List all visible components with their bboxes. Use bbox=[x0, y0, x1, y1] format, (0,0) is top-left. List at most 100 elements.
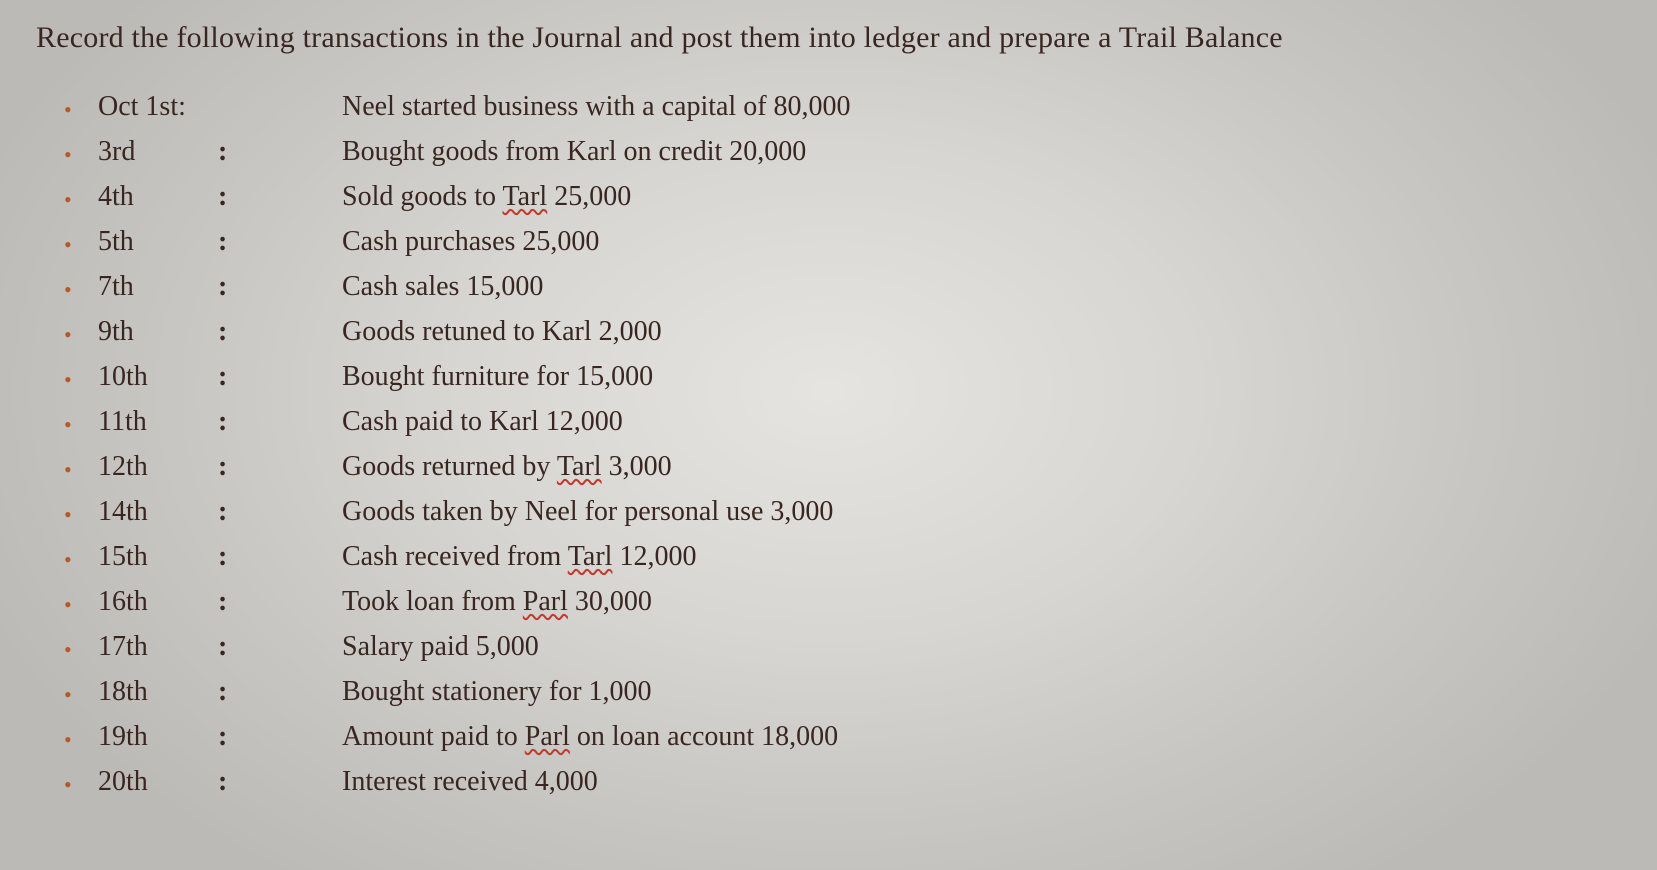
list-item: •Oct 1st: Neel started business with a ca… bbox=[64, 93, 1621, 121]
separator: : bbox=[218, 453, 342, 481]
transaction-date: 11th bbox=[98, 408, 218, 436]
bullet-icon: • bbox=[64, 144, 98, 166]
bullet-icon: • bbox=[64, 594, 98, 616]
list-item: •7th:Cash sales 15,000 bbox=[64, 273, 1621, 301]
transaction-date: 9th bbox=[98, 318, 218, 346]
list-item: •5th:Cash purchases 25,000 bbox=[64, 228, 1621, 256]
transaction-description: Bought furniture for 15,000 bbox=[342, 363, 1621, 391]
transaction-date: 14th bbox=[98, 498, 218, 526]
description-text: 3,000 bbox=[602, 451, 672, 482]
description-text: Cash sales 15,000 bbox=[342, 271, 543, 302]
bullet-icon: • bbox=[64, 639, 98, 661]
spellcheck-word: Parl bbox=[523, 586, 568, 617]
bullet-icon: • bbox=[64, 99, 98, 121]
description-text: Goods retuned to Karl 2,000 bbox=[342, 316, 662, 347]
bullet-icon: • bbox=[64, 774, 98, 796]
transaction-date: Oct 1st: bbox=[98, 93, 218, 121]
separator: : bbox=[218, 723, 342, 751]
description-text: Goods returned by bbox=[342, 451, 557, 482]
list-item: •3rd:Bought goods from Karl on credit 20… bbox=[64, 138, 1621, 166]
separator: : bbox=[218, 228, 342, 256]
bullet-icon: • bbox=[64, 324, 98, 346]
description-text: Cash purchases 25,000 bbox=[342, 226, 599, 257]
transaction-description: Bought stationery for 1,000 bbox=[342, 678, 1621, 706]
transaction-list: •Oct 1st:Neel started business with a ca… bbox=[36, 93, 1621, 796]
transaction-description: Cash sales 15,000 bbox=[342, 273, 1621, 301]
transaction-description: Salary paid 5,000 bbox=[342, 633, 1621, 661]
description-text: 30,000 bbox=[568, 586, 652, 617]
description-text: Amount paid to bbox=[342, 721, 525, 752]
transaction-description: Cash purchases 25,000 bbox=[342, 228, 1621, 256]
separator: : bbox=[218, 498, 342, 526]
list-item: •11th:Cash paid to Karl 12,000 bbox=[64, 408, 1621, 436]
list-item: •18th:Bought stationery for 1,000 bbox=[64, 678, 1621, 706]
page-title: Record the following transactions in the… bbox=[36, 18, 1621, 59]
description-text: Sold goods to bbox=[342, 181, 503, 212]
transaction-date: 20th bbox=[98, 768, 218, 796]
list-item: •9th:Goods retuned to Karl 2,000 bbox=[64, 318, 1621, 346]
transaction-description: Interest received 4,000 bbox=[342, 768, 1621, 796]
description-text: 12,000 bbox=[612, 541, 696, 572]
description-text: Goods taken by Neel for personal use 3,0… bbox=[342, 496, 833, 527]
bullet-icon: • bbox=[64, 234, 98, 256]
bullet-icon: • bbox=[64, 189, 98, 211]
separator: : bbox=[218, 363, 342, 391]
description-text: Bought furniture for 15,000 bbox=[342, 361, 653, 392]
bullet-icon: • bbox=[64, 549, 98, 571]
separator: : bbox=[218, 588, 342, 616]
list-item: •10th:Bought furniture for 15,000 bbox=[64, 363, 1621, 391]
transaction-date: 5th bbox=[98, 228, 218, 256]
separator: : bbox=[218, 678, 342, 706]
list-item: •15th:Cash received from Tarl 12,000 bbox=[64, 543, 1621, 571]
spellcheck-word: Tarl bbox=[503, 181, 548, 212]
transaction-date: 19th bbox=[98, 723, 218, 751]
separator: : bbox=[218, 318, 342, 346]
description-text: Cash paid to Karl 12,000 bbox=[342, 406, 623, 437]
spellcheck-word: Tarl bbox=[568, 541, 613, 572]
transaction-description: Goods returned by Tarl 3,000 bbox=[342, 453, 1621, 481]
list-item: •19th:Amount paid to Parl on loan accoun… bbox=[64, 723, 1621, 751]
description-text: Salary paid 5,000 bbox=[342, 631, 539, 662]
bullet-icon: • bbox=[64, 369, 98, 391]
transaction-date: 3rd bbox=[98, 138, 218, 166]
transaction-date: 12th bbox=[98, 453, 218, 481]
spellcheck-word: Tarl bbox=[557, 451, 602, 482]
separator: : bbox=[218, 408, 342, 436]
bullet-icon: • bbox=[64, 279, 98, 301]
transaction-description: Sold goods to Tarl 25,000 bbox=[342, 183, 1621, 211]
separator: : bbox=[218, 138, 342, 166]
bullet-icon: • bbox=[64, 504, 98, 526]
separator: : bbox=[218, 183, 342, 211]
transaction-description: Amount paid to Parl on loan account 18,0… bbox=[342, 723, 1621, 751]
transaction-description: Cash paid to Karl 12,000 bbox=[342, 408, 1621, 436]
description-text: Took loan from bbox=[342, 586, 523, 617]
description-text: Interest received 4,000 bbox=[342, 766, 598, 797]
description-text: Cash received from bbox=[342, 541, 568, 572]
spellcheck-word: Parl bbox=[525, 721, 570, 752]
separator: : bbox=[218, 768, 342, 796]
transaction-description: Bought goods from Karl on credit 20,000 bbox=[342, 138, 1621, 166]
transaction-description: Neel started business with a capital of … bbox=[342, 93, 1621, 121]
bullet-icon: • bbox=[64, 459, 98, 481]
description-text: Neel started business with a capital of … bbox=[342, 91, 851, 122]
list-item: •16th:Took loan from Parl 30,000 bbox=[64, 588, 1621, 616]
transaction-date: 17th bbox=[98, 633, 218, 661]
transaction-description: Cash received from Tarl 12,000 bbox=[342, 543, 1621, 571]
transaction-date: 16th bbox=[98, 588, 218, 616]
transaction-date: 4th bbox=[98, 183, 218, 211]
transaction-date: 15th bbox=[98, 543, 218, 571]
list-item: •17th:Salary paid 5,000 bbox=[64, 633, 1621, 661]
description-text: Bought goods from Karl on credit 20,000 bbox=[342, 136, 806, 167]
list-item: •4th:Sold goods to Tarl 25,000 bbox=[64, 183, 1621, 211]
bullet-icon: • bbox=[64, 684, 98, 706]
list-item: •20th:Interest received 4,000 bbox=[64, 768, 1621, 796]
transaction-description: Took loan from Parl 30,000 bbox=[342, 588, 1621, 616]
separator: : bbox=[218, 633, 342, 661]
transaction-date: 10th bbox=[98, 363, 218, 391]
document-page: Record the following transactions in the… bbox=[0, 0, 1657, 796]
description-text: 25,000 bbox=[547, 181, 631, 212]
transaction-description: Goods taken by Neel for personal use 3,0… bbox=[342, 498, 1621, 526]
description-text: on loan account 18,000 bbox=[570, 721, 838, 752]
bullet-icon: • bbox=[64, 414, 98, 436]
description-text: Bought stationery for 1,000 bbox=[342, 676, 652, 707]
